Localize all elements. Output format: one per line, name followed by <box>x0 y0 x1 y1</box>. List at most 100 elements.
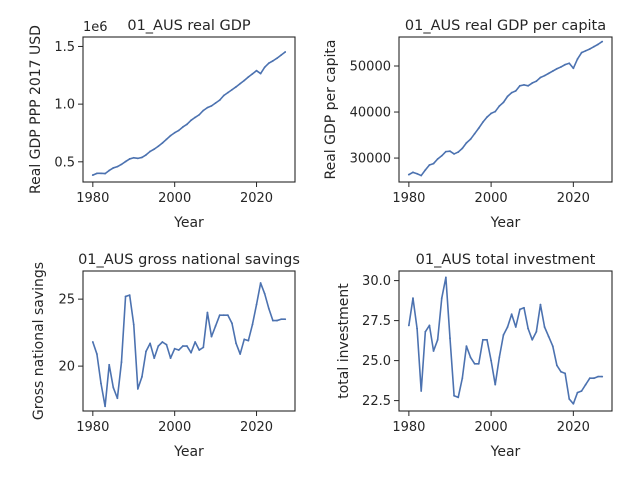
data-point <box>560 370 562 373</box>
data-point <box>527 84 530 87</box>
data-point <box>235 85 237 88</box>
data-point <box>494 383 497 386</box>
data-point <box>91 341 94 343</box>
x-axis-label: Year <box>490 444 521 460</box>
data-point <box>263 292 266 295</box>
y-tick-label: 25.0 <box>362 354 391 369</box>
y-tick-label: 50000 <box>350 60 391 75</box>
data-point <box>547 335 550 338</box>
y-tick-label: 27.5 <box>362 314 391 329</box>
data-point <box>243 79 246 82</box>
data-point <box>412 171 414 174</box>
data-point <box>543 74 546 77</box>
data-point <box>514 89 517 92</box>
data-point <box>416 327 418 330</box>
data-point <box>108 169 111 172</box>
data-point <box>588 48 591 50</box>
data-point <box>416 172 418 175</box>
y-axis-label: Real GDP PPP 2017 USD <box>28 25 44 194</box>
data-point <box>181 345 184 347</box>
data-point <box>173 347 176 350</box>
data-point <box>510 313 513 316</box>
data-point <box>128 158 131 160</box>
data-point <box>263 66 266 69</box>
data-point <box>440 154 443 157</box>
data-point <box>531 82 534 84</box>
data-point <box>412 297 414 300</box>
data-point <box>157 345 160 347</box>
data-point <box>259 282 262 284</box>
data-point <box>120 361 123 364</box>
data-point <box>153 148 156 151</box>
data-point <box>214 325 217 327</box>
data-point <box>420 390 423 392</box>
data-point <box>543 326 546 328</box>
data-point <box>523 306 525 309</box>
data-point <box>177 349 180 351</box>
data-point <box>112 386 115 389</box>
data-point <box>280 318 282 321</box>
data-point <box>486 116 488 118</box>
data-point <box>539 76 542 79</box>
axes-frame <box>82 270 296 412</box>
chart-1: 01_AUS real GDP 1980 2000 2020 0.5 1.0 1.5 1e6 Y… <box>28 18 296 231</box>
x-tick-label: 1980 <box>76 420 109 435</box>
data-point <box>165 343 168 346</box>
data-point <box>560 66 562 68</box>
data-point <box>161 142 164 144</box>
data-point <box>457 396 460 399</box>
data-point <box>514 326 517 328</box>
data-point <box>145 350 147 353</box>
series-line <box>408 40 603 177</box>
data-point <box>210 335 213 338</box>
chart-title: 01_AUS real GDP per capita <box>405 18 606 34</box>
data-point <box>555 67 558 70</box>
data-point <box>112 167 115 169</box>
y-tick-label: 20 <box>58 360 75 375</box>
data-point <box>153 357 156 359</box>
x-axis-label: Year <box>173 215 204 231</box>
data-point <box>568 398 571 400</box>
series-line <box>408 276 603 405</box>
y-tick-label: 0.5 <box>54 155 75 170</box>
data-point <box>555 364 558 367</box>
data-point <box>597 43 599 46</box>
axes-frame <box>398 36 613 183</box>
data-point <box>124 160 127 163</box>
data-point <box>247 339 250 342</box>
data-point <box>91 174 94 176</box>
data-point <box>481 121 484 124</box>
data-point <box>284 318 287 321</box>
data-point <box>449 337 451 340</box>
data-point <box>181 126 184 128</box>
data-point <box>564 372 567 375</box>
data-point <box>420 174 423 177</box>
data-point <box>218 314 221 317</box>
data-point <box>597 375 599 378</box>
data-point <box>453 153 456 155</box>
data-point <box>276 57 278 60</box>
data-point <box>169 134 172 137</box>
data-point <box>502 334 505 336</box>
x-tick-label: 2000 <box>158 420 191 435</box>
x-tick-label: 2020 <box>557 191 590 206</box>
data-point <box>149 150 152 153</box>
chart-title: 01_AUS total investment <box>416 252 596 268</box>
series-points <box>407 40 604 177</box>
data-point <box>535 80 538 83</box>
data-point <box>198 113 201 116</box>
data-point <box>407 173 410 176</box>
data-point <box>601 40 604 43</box>
data-point <box>584 49 587 52</box>
chart-4: 01_AUS total investment 1980 2000 2020 22.5 2… <box>336 252 613 460</box>
data-point <box>165 138 168 141</box>
data-point <box>141 156 143 159</box>
data-point <box>498 105 501 107</box>
data-point <box>136 387 139 390</box>
x-tick-label: 2000 <box>158 191 191 206</box>
axes-frame <box>82 36 296 183</box>
data-point <box>104 172 107 175</box>
data-point <box>551 70 554 72</box>
data-point <box>231 88 233 91</box>
data-point <box>473 132 476 135</box>
